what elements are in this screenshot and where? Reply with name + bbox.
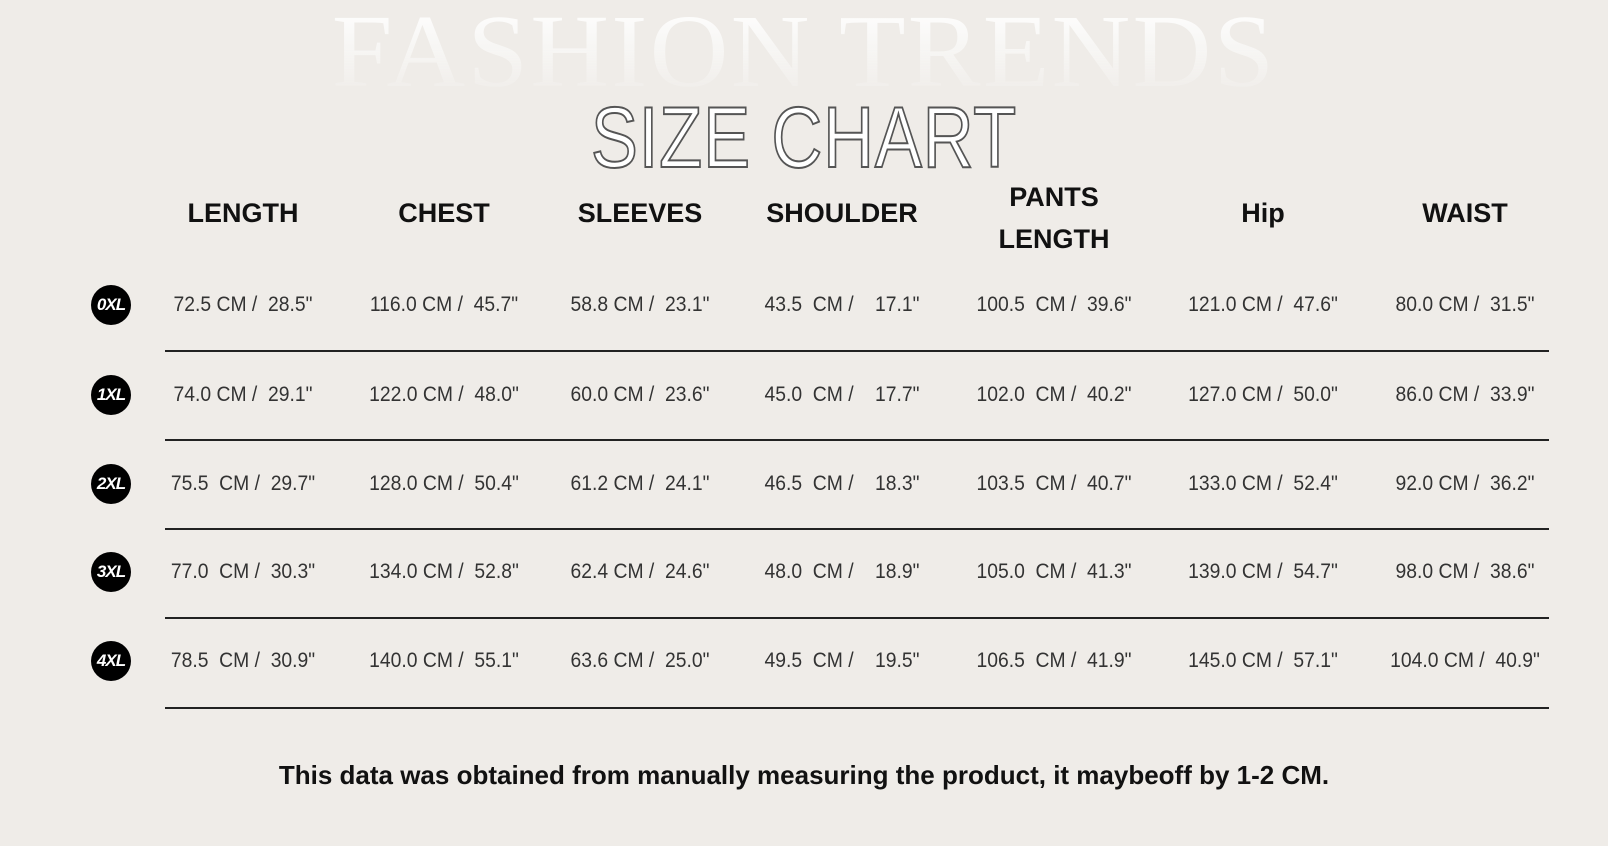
size-badge: 0XL	[91, 285, 131, 325]
table-cell: 102.0 CM / 40.2"	[976, 383, 1132, 406]
row-divider	[165, 617, 1549, 619]
page-title: SIZE CHART	[590, 90, 1018, 186]
table-cell: 86.0 CM / 33.9"	[1395, 383, 1535, 406]
table-cell: 145.0 CM / 57.1"	[1188, 649, 1338, 672]
table-cell: 139.0 CM / 54.7"	[1188, 560, 1338, 583]
table-cell: 140.0 CM / 55.1"	[369, 649, 519, 672]
row-divider	[165, 528, 1549, 530]
row-divider	[165, 439, 1549, 441]
column-header: SHOULDER	[766, 198, 918, 228]
table-cell: 128.0 CM / 50.4"	[369, 472, 519, 495]
table-cell: 63.6 CM / 25.0"	[570, 649, 710, 672]
column-header: WAIST	[1422, 198, 1508, 228]
table-cell: 127.0 CM / 50.0"	[1188, 383, 1338, 406]
table-cell: 72.5 CM / 28.5"	[173, 293, 313, 316]
size-badge: 4XL	[91, 641, 131, 681]
table-cell: 61.2 CM / 24.1"	[570, 472, 710, 495]
table-cell: 49.5 CM / 19.5"	[764, 649, 920, 672]
table-cell: 43.5 CM / 17.1"	[764, 293, 920, 316]
table-cell: 62.4 CM / 24.6"	[570, 560, 710, 583]
table-cell: 92.0 CM / 36.2"	[1395, 472, 1535, 495]
table-cell: 60.0 CM / 23.6"	[570, 383, 710, 406]
table-cell: 116.0 CM / 45.7"	[369, 293, 519, 316]
row-divider	[165, 350, 1549, 352]
table-cell: 74.0 CM / 29.1"	[173, 383, 313, 406]
table-cell: 104.0 CM / 40.9"	[1390, 649, 1540, 672]
table-cell: 105.0 CM / 41.3"	[976, 560, 1132, 583]
table-cell: 75.5 CM / 29.7"	[170, 472, 316, 495]
table-cell: 103.5 CM / 40.7"	[976, 472, 1132, 495]
size-badge: 3XL	[91, 552, 131, 592]
table-cell: 134.0 CM / 52.8"	[369, 560, 519, 583]
background-title: FASHION TRENDS	[0, 2, 1608, 102]
column-header: LENGTH	[187, 198, 299, 228]
size-badge: 2XL	[91, 464, 131, 504]
table-cell: 48.0 CM / 18.9"	[764, 560, 920, 583]
table-cell: 80.0 CM / 31.5"	[1395, 293, 1535, 316]
table-cell: 78.5 CM / 30.9"	[170, 649, 316, 672]
size-badge: 1XL	[91, 375, 131, 415]
row-divider	[165, 707, 1549, 709]
table-cell: 45.0 CM / 17.7"	[764, 383, 920, 406]
table-cell: 106.5 CM / 41.9"	[976, 649, 1132, 672]
table-cell: 133.0 CM / 52.4"	[1188, 472, 1338, 495]
table-cell: 122.0 CM / 48.0"	[369, 383, 519, 406]
table-cell: 100.5 CM / 39.6"	[976, 293, 1132, 316]
table-cell: 58.8 CM / 23.1"	[570, 293, 710, 316]
column-header: CHEST	[398, 198, 490, 228]
table-cell: 121.0 CM / 47.6"	[1188, 293, 1338, 316]
table-cell: 77.0 CM / 30.3"	[170, 560, 316, 583]
column-header: Hip	[1241, 198, 1285, 228]
footer-note: This data was obtained from manually mea…	[278, 760, 1330, 790]
table-cell: 46.5 CM / 18.3"	[764, 472, 920, 495]
column-header: PANTS LENGTH	[998, 182, 1110, 254]
column-header: SLEEVES	[577, 198, 703, 228]
table-cell: 98.0 CM / 38.6"	[1395, 560, 1535, 583]
